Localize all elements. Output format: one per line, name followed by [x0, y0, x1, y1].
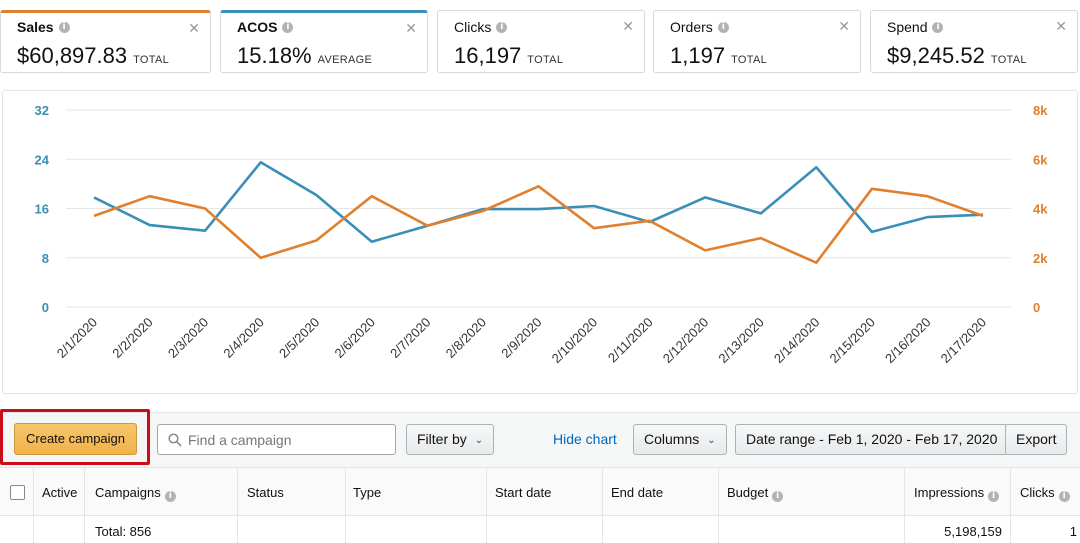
metric-value: 15.18% [237, 43, 312, 68]
metric-title: Spend [887, 19, 928, 35]
y-right-tick-label: 2k [1033, 251, 1048, 266]
column-header-budget[interactable]: Budget i [719, 468, 905, 515]
metric-value: 1,197 [670, 43, 726, 68]
column-header-clicks[interactable]: Clicks i [1011, 468, 1080, 515]
chart-canvas: 0 0 8 2k 16 4k 24 6k 32 8k 2/1/2020 2/2/2020 2/3/202… [35, 103, 1049, 367]
x-tick-label: 2/17/2020 [938, 315, 990, 367]
column-header-type[interactable]: Type [346, 468, 487, 515]
total-campaigns: Total: 856 [95, 524, 152, 539]
y-left-tick-label: 32 [35, 103, 49, 118]
metric-value: $9,245.52 [887, 43, 985, 68]
y-left-tick-label: 16 [35, 202, 49, 217]
export-button[interactable]: Export [1005, 424, 1068, 455]
metric-card-clicks[interactable]: Clicks i ✕ 16,197 TOTAL [437, 10, 645, 73]
y-left-tick-label: 8 [42, 251, 49, 266]
x-tick-label: 2/13/2020 [715, 315, 767, 367]
x-tick-label: 2/9/2020 [498, 315, 544, 361]
chevron-down-icon: ⌄ [707, 435, 716, 446]
column-header-start-date[interactable]: Start date [487, 468, 603, 515]
x-tick-label: 2/10/2020 [549, 315, 601, 367]
metric-card-orders[interactable]: Orders i ✕ 1,197 TOTAL [653, 10, 861, 73]
metric-unit: TOTAL [990, 54, 1027, 66]
y-right-tick-label: 6k [1033, 152, 1048, 167]
x-tick-label: 2/16/2020 [882, 315, 934, 367]
x-tick-label: 2/12/2020 [660, 315, 712, 367]
metric-value: $60,897.83 [17, 43, 128, 68]
filter-by-dropdown[interactable]: Filter by ⌄ [406, 424, 495, 455]
metric-title: Orders [670, 19, 713, 35]
total-impressions: 5,198,159 [944, 524, 1002, 539]
filter-by-label: Filter by [417, 431, 467, 447]
info-icon[interactable]: i [58, 21, 70, 33]
info-icon[interactable]: i [496, 21, 508, 33]
metric-card-sales[interactable]: Sales i ✕ $60,897.83 TOTAL [0, 10, 211, 73]
close-icon[interactable]: ✕ [405, 21, 417, 37]
metric-title: Sales [17, 19, 54, 35]
chevron-down-icon: ⌄ [474, 435, 484, 446]
table-row: Total: 856 5,198,159 1 [0, 516, 1080, 543]
info-icon[interactable]: i [717, 21, 729, 33]
metric-title: Clicks [454, 19, 492, 35]
columns-dropdown[interactable]: Columns ⌄ [633, 424, 727, 455]
close-icon[interactable]: ✕ [838, 19, 850, 35]
x-tick-label: 2/4/2020 [220, 315, 266, 361]
x-tick-label: 2/5/2020 [276, 315, 322, 361]
x-tick-label: 2/6/2020 [332, 315, 378, 361]
info-icon[interactable]: i [932, 21, 944, 33]
columns-label: Columns [644, 431, 700, 447]
x-tick-label: 2/14/2020 [771, 315, 823, 367]
metric-unit: TOTAL [527, 54, 564, 66]
campaign-search[interactable] [157, 424, 396, 455]
info-icon[interactable]: i [988, 491, 1000, 502]
close-icon[interactable]: ✕ [622, 19, 634, 35]
metric-unit: TOTAL [731, 54, 767, 66]
total-clicks: 1 [1069, 524, 1077, 539]
metric-title: ACOS [237, 19, 278, 35]
select-all-checkbox[interactable] [10, 485, 25, 500]
x-tick-label: 2/3/2020 [165, 315, 211, 361]
column-header-end-date[interactable]: End date [603, 468, 719, 515]
metric-unit: TOTAL [133, 54, 170, 66]
column-header-status[interactable]: Status [238, 468, 346, 515]
x-tick-label: 2/8/2020 [443, 315, 489, 361]
series-line-acos [93, 161, 984, 243]
close-icon[interactable]: ✕ [188, 21, 200, 37]
y-right-tick-label: 0 [1033, 300, 1040, 315]
info-icon[interactable]: i [772, 491, 784, 502]
search-input[interactable] [188, 427, 388, 452]
performance-chart: 0 0 8 2k 16 4k 24 6k 32 8k 2/1/2020 2/2/2020 2/3/202… [2, 90, 1078, 394]
x-tick-label: 2/15/2020 [826, 315, 878, 367]
table-header: Active Campaigns i Status Type Start date… [0, 467, 1080, 516]
metric-card-spend[interactable]: Spend i ✕ $9,245.52 TOTAL [870, 10, 1078, 73]
column-header-impressions[interactable]: Impressions i [905, 468, 1011, 515]
series-line-sales [93, 185, 984, 264]
date-range-button[interactable]: Date range - Feb 1, 2020 - Feb 17, 2020 [735, 424, 1009, 455]
info-icon[interactable]: i [282, 21, 294, 33]
column-header-campaigns[interactable]: Campaigns i [85, 468, 238, 515]
metric-unit: AVERAGE [317, 54, 373, 66]
y-right-tick-label: 8k [1033, 103, 1048, 118]
search-icon [168, 433, 182, 447]
x-tick-label: 2/1/2020 [54, 315, 100, 361]
hide-chart-link[interactable]: Hide chart [553, 431, 617, 447]
info-icon[interactable]: i [1058, 491, 1070, 502]
y-left-tick-label: 24 [35, 152, 50, 167]
info-icon[interactable]: i [164, 491, 176, 502]
x-tick-label: 2/11/2020 [605, 315, 656, 366]
metric-card-acos[interactable]: ACOS i ✕ 15.18% AVERAGE [220, 10, 428, 73]
y-right-tick-label: 4k [1033, 202, 1048, 217]
highlight-annotation [0, 409, 150, 465]
create-campaign-button[interactable]: Create campaign [14, 423, 137, 455]
y-left-tick-label: 0 [42, 300, 49, 315]
column-header-active[interactable]: Active [34, 468, 85, 515]
metric-value: 16,197 [454, 43, 522, 68]
x-tick-label: 2/7/2020 [387, 315, 433, 361]
x-tick-label: 2/2/2020 [109, 315, 155, 361]
close-icon[interactable]: ✕ [1055, 19, 1067, 35]
